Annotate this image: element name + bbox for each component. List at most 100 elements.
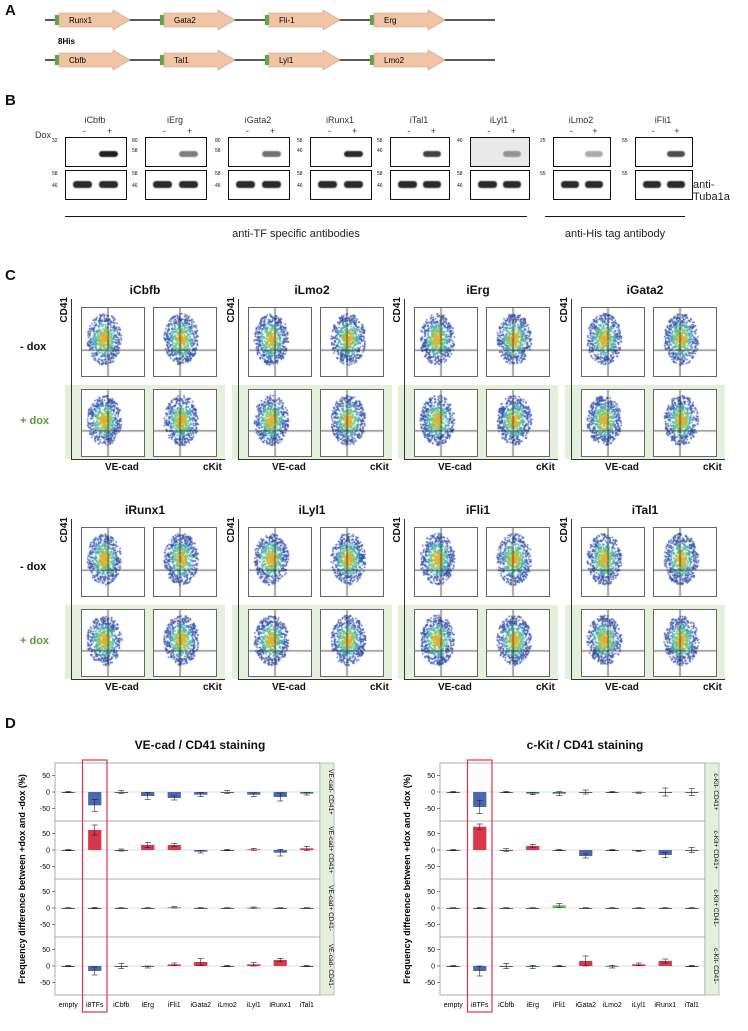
category-label: iCbfb <box>113 1002 129 1009</box>
category-label: iRunx1 <box>269 1002 291 1009</box>
density-canvas <box>82 390 144 456</box>
minus-dox-label: - dox <box>20 341 47 353</box>
y-axis-line <box>238 519 239 679</box>
flow-plot <box>581 609 645 677</box>
dox-plus: + <box>674 126 680 136</box>
band <box>179 181 199 188</box>
flow-plot <box>248 389 312 457</box>
density-canvas <box>321 308 383 376</box>
bar <box>167 792 181 798</box>
dox-plus: + <box>592 126 598 136</box>
vecad-axis-label: VE-cad <box>438 682 472 693</box>
group2-line <box>545 216 685 217</box>
band <box>502 151 522 157</box>
y-tick-label: -50 <box>425 922 435 929</box>
blot-bottom <box>228 170 290 200</box>
band <box>318 181 338 188</box>
bar <box>88 792 102 806</box>
bar-charts: Frequency difference between +dox and -d… <box>17 759 720 1013</box>
x-axis-line <box>404 459 558 460</box>
dox-plus: + <box>270 126 276 136</box>
row-label: c-Kit+ CD41+ <box>712 830 719 869</box>
x-axis-line <box>71 459 225 460</box>
promoter-mark <box>160 15 164 25</box>
category-label: empty <box>444 1002 464 1009</box>
flow-plot <box>414 307 478 377</box>
chart-right-title: c-Kit / CD41 staining <box>526 738 644 752</box>
category-label: iGata2 <box>190 1002 211 1009</box>
flow-plot <box>248 527 312 597</box>
blot-top <box>228 137 290 167</box>
y-tick-label: -50 <box>425 806 435 813</box>
vecad-axis-label: VE-cad <box>272 682 306 693</box>
flow-title: iFli1 <box>465 503 490 517</box>
flow-title: iLmo2 <box>294 283 330 297</box>
row-label: c-Kit- CD41- <box>712 948 719 984</box>
band <box>666 181 685 188</box>
ckit-axis-label: cKit <box>370 682 389 693</box>
mw-marker: 58 <box>377 138 383 144</box>
blot-name: iFli1 <box>654 115 672 125</box>
y-tick-label: 0 <box>46 790 50 797</box>
x-axis-line <box>571 459 725 460</box>
chart-left-title: VE-cad / CD41 staining <box>134 738 266 752</box>
gene-arrow <box>163 9 236 31</box>
bar <box>579 850 593 856</box>
density-canvas <box>487 528 549 596</box>
dox-minus: - <box>83 126 86 136</box>
flow-plot <box>320 527 384 597</box>
band <box>422 151 442 157</box>
vecad-axis-label: VE-cad <box>605 682 639 693</box>
y-axis-line <box>238 299 239 459</box>
blot-name: iLmo2 <box>568 115 594 125</box>
cd41-axis-label: CD41 <box>226 297 237 323</box>
ckit-axis-label: cKit <box>370 462 389 473</box>
blot-top <box>310 137 372 167</box>
ckit-axis-label: cKit <box>203 682 222 693</box>
density-canvas <box>321 390 383 456</box>
group1-label: anti-TF specific antibodies <box>232 228 360 240</box>
density-canvas <box>654 528 716 596</box>
blot-bottom <box>310 170 372 200</box>
x-axis-line <box>571 679 725 680</box>
flow-plot <box>653 307 717 377</box>
density-canvas <box>582 610 644 676</box>
ckit-axis-label: cKit <box>203 462 222 473</box>
flow-plot <box>81 389 145 457</box>
blot-top <box>390 137 450 167</box>
promoter-mark <box>160 55 164 65</box>
mw-marker: 58 <box>132 148 138 154</box>
y-tick-label: 50 <box>42 831 50 838</box>
flow-plot <box>320 307 384 377</box>
mw-marker: 55 <box>540 171 546 177</box>
flow-plot <box>653 609 717 677</box>
ckit-axis-label: cKit <box>703 682 722 693</box>
flow-plot <box>153 389 217 457</box>
mw-marker: 25 <box>540 138 546 144</box>
gene-arrow <box>373 49 446 71</box>
category-label: iCbfb <box>498 1002 514 1009</box>
category-label: i8TFs <box>86 1002 104 1009</box>
row-label: VE-cad- CD41- <box>327 944 334 988</box>
cd41-axis-label: CD41 <box>392 517 403 543</box>
y-axis-line <box>404 299 405 459</box>
blot-name: iTal1 <box>409 115 429 125</box>
flow-plot <box>153 307 217 377</box>
gene-label: Tal1 <box>174 56 189 65</box>
density-canvas <box>82 610 144 676</box>
vecad-axis-label: VE-cad <box>605 462 639 473</box>
dox-minus: - <box>569 126 573 136</box>
mw-marker: 58 <box>297 138 303 144</box>
row-label: c-Kit- CD41+ <box>712 773 719 811</box>
dox-minus: - <box>651 126 655 136</box>
y-axis-line <box>71 519 72 679</box>
bar <box>526 846 540 850</box>
flow-plot <box>581 307 645 377</box>
flow-plot <box>153 609 217 677</box>
promoter-mark <box>370 15 374 25</box>
y-tick-label: 0 <box>431 848 435 855</box>
dox-plus: + <box>187 126 193 136</box>
promoter-mark <box>55 55 59 65</box>
density-canvas <box>154 610 216 676</box>
mw-marker: 55 <box>622 171 628 177</box>
